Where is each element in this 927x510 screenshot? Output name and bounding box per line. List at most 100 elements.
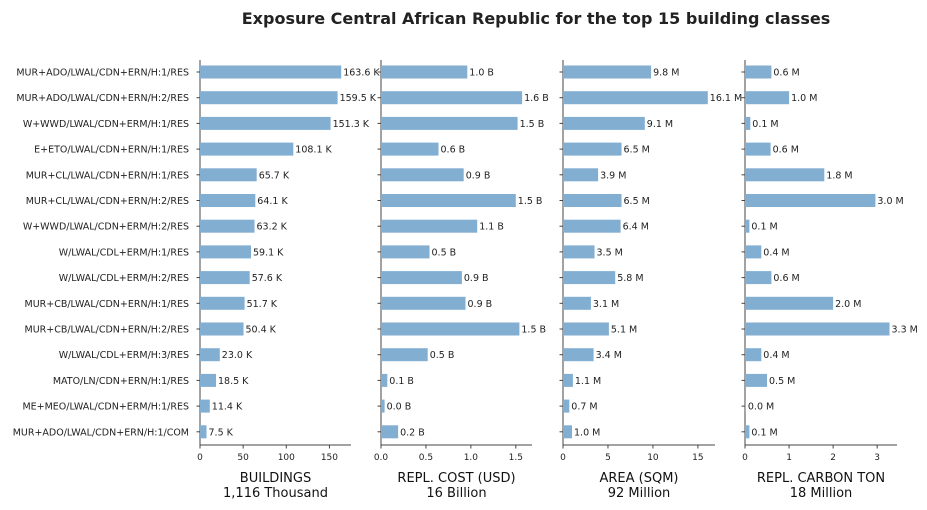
category-label: MUR+CB/LWAL/CDN+ERN/H:2/RES: [25, 325, 190, 336]
category-label: E+ETO/LWAL/CDN+ERN/H:1/RES: [34, 145, 189, 156]
data-label: 0.0 M: [748, 402, 774, 413]
data-label: 0.2 B: [400, 427, 425, 438]
panel-4: 0 1 2 3 0.6 M 1.0 M 0.1 M 0.6 M 1.8 M 3.0 M 0.1 M 0…: [741, 60, 918, 501]
x-tick-label: 150: [321, 453, 338, 463]
category-label: MUR+ADO/LWAL/CDN+ERN/H:1/COM: [13, 427, 189, 438]
data-label: 0.5 M: [769, 376, 795, 387]
category-label: MATO/LN/CDN+ERN/H:1/RES: [53, 376, 189, 387]
category-label: MUR+ADO/LWAL/CDN+ERN/H:2/RES: [16, 93, 189, 104]
bar: [745, 194, 876, 207]
bar: [745, 142, 771, 156]
x-tick-label: 0: [197, 453, 203, 463]
bar: [563, 296, 591, 310]
bar: [563, 168, 599, 182]
x-tick-label: 1.5: [509, 453, 523, 463]
data-label: 3.1 M: [593, 299, 619, 310]
bar: [563, 245, 595, 259]
data-label: 0.9 B: [466, 170, 491, 181]
panel-total: 92 Million: [608, 486, 671, 501]
x-tick-label: 2: [830, 453, 836, 463]
data-label: 23.0 K: [222, 350, 253, 361]
bar: [745, 168, 825, 182]
data-label: 0.0 B: [387, 402, 412, 413]
bar: [563, 271, 616, 285]
data-label: 6.5 M: [624, 145, 650, 156]
x-axis-label: REPL. COST (USD): [397, 471, 515, 486]
category-label: ME+MEO/LWAL/CDN+ERM/H:1/RES: [22, 402, 189, 413]
data-label: 0.6 M: [773, 273, 799, 284]
bar: [563, 194, 622, 207]
bar: [563, 219, 621, 233]
x-tick-label: 0.5: [419, 453, 433, 463]
x-tick-label: 0: [742, 453, 748, 463]
x-axis-label: REPL. CARBON TON: [757, 471, 885, 486]
data-label: 3.5 M: [597, 247, 623, 258]
bar: [563, 142, 622, 156]
bar: [381, 322, 520, 336]
bar: [200, 91, 338, 105]
data-label: 0.1 M: [751, 222, 777, 233]
x-tick-label: 15: [692, 453, 703, 463]
data-label: 6.4 M: [623, 222, 649, 233]
bar: [745, 425, 750, 439]
bar: [745, 322, 890, 336]
data-label: 1.0 B: [469, 68, 494, 79]
data-label: 0.1 B: [389, 376, 414, 387]
bar: [745, 219, 750, 233]
panel-total: 1,116 Thousand: [223, 486, 328, 501]
data-label: 151.3 K: [333, 119, 370, 130]
x-tick-label: 10: [647, 453, 659, 463]
data-label: 0.6 M: [773, 68, 799, 79]
bar: [381, 271, 462, 285]
data-label: 163.6 K: [343, 68, 380, 79]
bar: [563, 91, 708, 105]
bar: [745, 91, 790, 105]
x-tick-label: 1: [786, 453, 792, 463]
data-label: 0.1 M: [751, 427, 777, 438]
data-label: 1.0 M: [791, 93, 817, 104]
category-label: W+WWD/LWAL/CDN+ERM/H:2/RES: [23, 222, 189, 233]
data-label: 1.5 B: [518, 196, 543, 207]
bar: [745, 296, 834, 310]
bar: [745, 65, 772, 79]
data-label: 159.5 K: [340, 93, 377, 104]
panel-1: 0 50 100 150 163.6 K 159.5 K 151.3 K 108.1 K 65.…: [196, 60, 380, 501]
data-label: 18.5 K: [218, 376, 249, 387]
data-label: 108.1 K: [295, 145, 332, 156]
bar: [745, 373, 767, 387]
data-label: 2.0 M: [835, 299, 861, 310]
bar: [200, 245, 251, 259]
data-label: 65.7 K: [259, 170, 290, 181]
bar: [381, 348, 428, 362]
data-label: 64.1 K: [257, 196, 288, 207]
data-label: 9.1 M: [647, 119, 673, 130]
bar: [745, 245, 762, 259]
bar: [200, 373, 216, 387]
data-label: 1.0 M: [574, 427, 600, 438]
bar: [200, 348, 220, 362]
x-tick-label: 5: [605, 453, 611, 463]
bar: [200, 322, 244, 336]
data-label: 3.9 M: [600, 170, 626, 181]
panel-total: 18 Million: [790, 486, 853, 501]
bar: [381, 296, 466, 310]
category-label: W/LWAL/CDL+ERM/H:1/RES: [59, 247, 189, 258]
x-tick-label: 3: [874, 453, 880, 463]
data-label: 5.1 M: [611, 325, 637, 336]
bar: [563, 322, 609, 336]
data-label: 0.1 M: [752, 119, 778, 130]
bar: [381, 116, 518, 130]
bar: [381, 65, 468, 79]
bar: [200, 65, 342, 79]
data-label: 1.1 B: [479, 222, 504, 233]
data-label: 7.5 K: [209, 427, 234, 438]
bar: [200, 296, 245, 310]
bar: [381, 373, 388, 387]
bar: [200, 142, 294, 156]
bar: [200, 194, 256, 207]
category-label: W/LWAL/CDL+ERM/H:2/RES: [59, 273, 189, 284]
data-label: 50.4 K: [246, 325, 277, 336]
chart-title: Exposure Central African Republic for th…: [242, 9, 830, 28]
